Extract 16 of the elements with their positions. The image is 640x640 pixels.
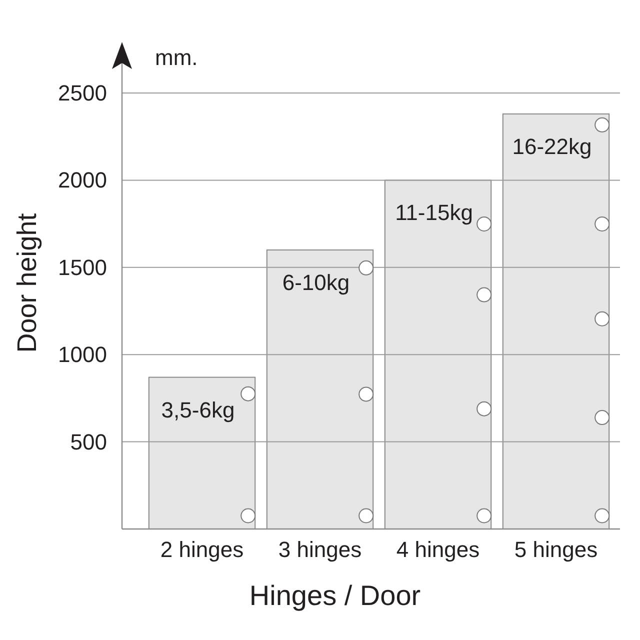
- y-tick-label: 1000: [58, 342, 107, 368]
- x-tick-label: 2 hinges: [160, 537, 244, 562]
- annotation: 3,5-6kg: [161, 397, 235, 422]
- annotation: 16-22kg: [512, 134, 592, 159]
- y-tick-label: 500: [70, 429, 107, 454]
- x-axis-title: Hinges / Door: [249, 580, 421, 611]
- y-tick-label: 2000: [58, 168, 107, 193]
- y-tick-label: 2500: [58, 80, 107, 106]
- y-axis-title: Door height: [12, 212, 42, 353]
- annotation: 11-15kg: [395, 200, 473, 226]
- x-tick-label: 4 hinges: [396, 537, 480, 562]
- annotation: 6-10kg: [282, 270, 350, 295]
- x-tick-label: 3 hinges: [278, 537, 362, 562]
- y-tick-label: 1500: [58, 254, 107, 280]
- x-tick-label: 5 hinges: [514, 537, 598, 562]
- text: mm.: [155, 45, 198, 70]
